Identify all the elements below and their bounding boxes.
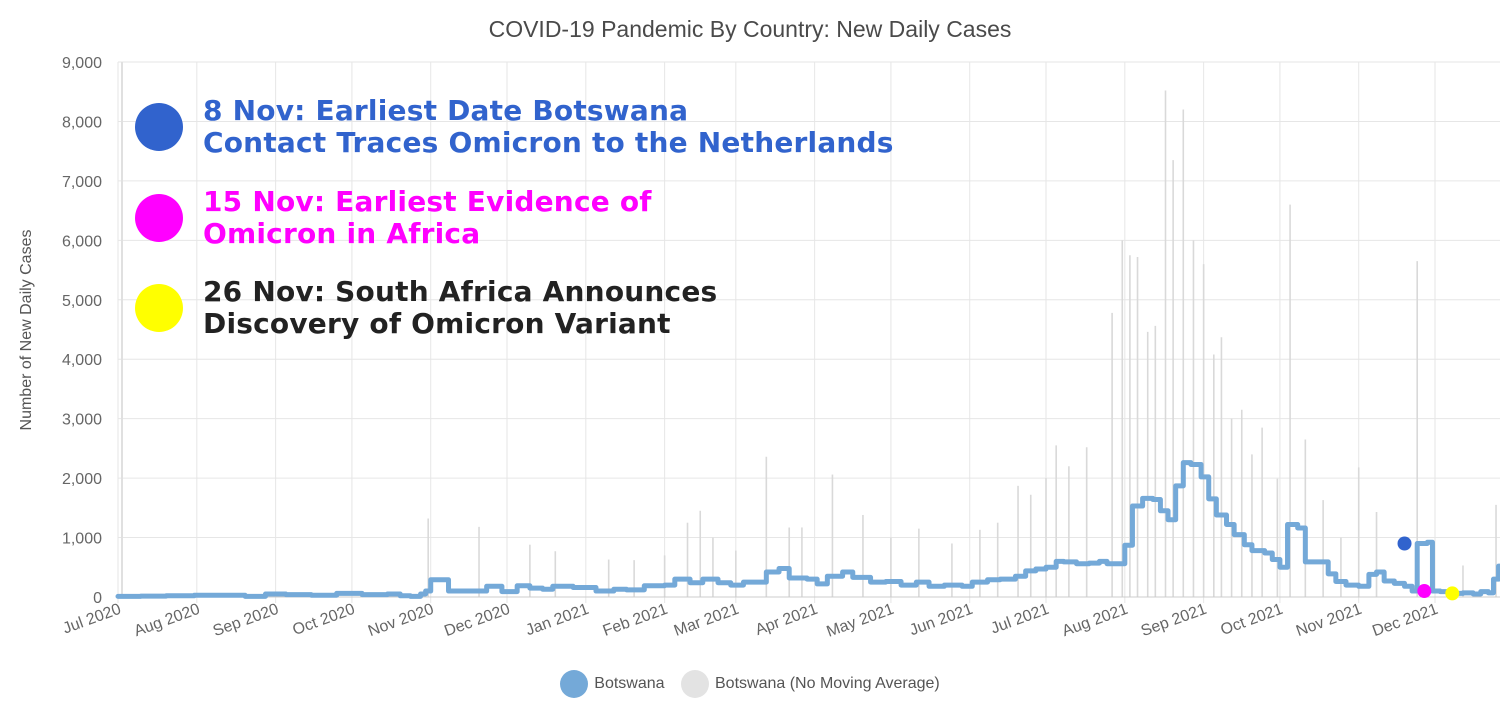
annotation-item: 8 Nov: Earliest Date Botswana Contact Tr… [135,95,894,159]
event-markers [1397,536,1460,601]
legend-label: Botswana [594,675,665,692]
x-tick-label: Feb 2021 [601,601,670,640]
annotation-text: 26 Nov: South Africa Announces Discovery… [203,275,718,340]
legend-item-botswana-raw[interactable]: Botswana (No Moving Average) [681,670,940,698]
event-marker[interactable] [1445,586,1460,601]
chart-title: COVID-19 Pandemic By Country: New Daily … [488,16,1012,42]
x-tick-label: Jan 2021 [523,601,591,640]
moving-average-series [115,460,1500,599]
legend-item-botswana[interactable]: Botswana [560,670,665,698]
annotation-item: 26 Nov: South Africa Announces Discovery… [135,276,717,340]
moving-average-line [115,460,1500,599]
annotation-item: 15 Nov: Earliest Evidence of Omicron in … [135,186,652,250]
x-tick-label: Apr 2021 [753,601,820,639]
grid-lines [117,61,1500,603]
x-tick-label: Nov 2021 [1294,601,1364,640]
y-tick-label: 2,000 [62,471,102,488]
event-marker[interactable] [1397,536,1412,551]
legend: Botswana Botswana (No Moving Average) [0,670,1500,703]
x-tick-label: Sep 2020 [211,601,281,640]
x-tick-label: Aug 2020 [132,601,202,640]
x-tick-label: Sep 2021 [1139,601,1209,640]
y-tick-label: 3,000 [62,412,102,429]
legend-label: Botswana (No Moving Average) [715,675,940,692]
event-marker[interactable] [1417,584,1432,599]
x-tick-label: Dec 2021 [1370,601,1440,640]
x-tick-label: Dec 2020 [442,601,512,640]
legend-swatch-icon [560,670,589,698]
y-tick-label: 0 [93,590,102,607]
x-tick-label: Mar 2021 [672,601,741,640]
x-tick-label: Oct 2020 [290,601,357,639]
y-tick-label: 4,000 [62,352,102,369]
x-tick-label: Jun 2021 [907,601,975,640]
x-tick-label: Aug 2021 [1060,601,1130,640]
annotation-dot-icon [135,284,183,332]
x-tick-label: May 2021 [824,601,896,641]
x-tick-label: Jul 2021 [989,601,1052,638]
annotation-text: 15 Nov: Earliest Evidence of Omicron in … [203,185,652,250]
y-tick-label: 9,000 [62,55,102,72]
y-tick-label: 1,000 [62,531,102,548]
legend-swatch-icon [681,670,709,698]
y-tick-label: 6,000 [62,233,102,250]
x-tick-label: Jul 2020 [61,601,124,638]
x-tick-label: Nov 2020 [366,601,436,640]
y-tick-label: 5,000 [62,293,102,310]
y-tick-label: 8,000 [62,114,102,131]
x-tick-label: Oct 2021 [1218,601,1285,639]
annotation-dot-icon [135,103,183,151]
annotation-text: 8 Nov: Earliest Date Botswana Contact Tr… [203,94,894,159]
y-tick-label: 7,000 [62,174,102,191]
annotation-dot-icon [135,194,183,242]
raw-series-bars [427,90,1497,597]
